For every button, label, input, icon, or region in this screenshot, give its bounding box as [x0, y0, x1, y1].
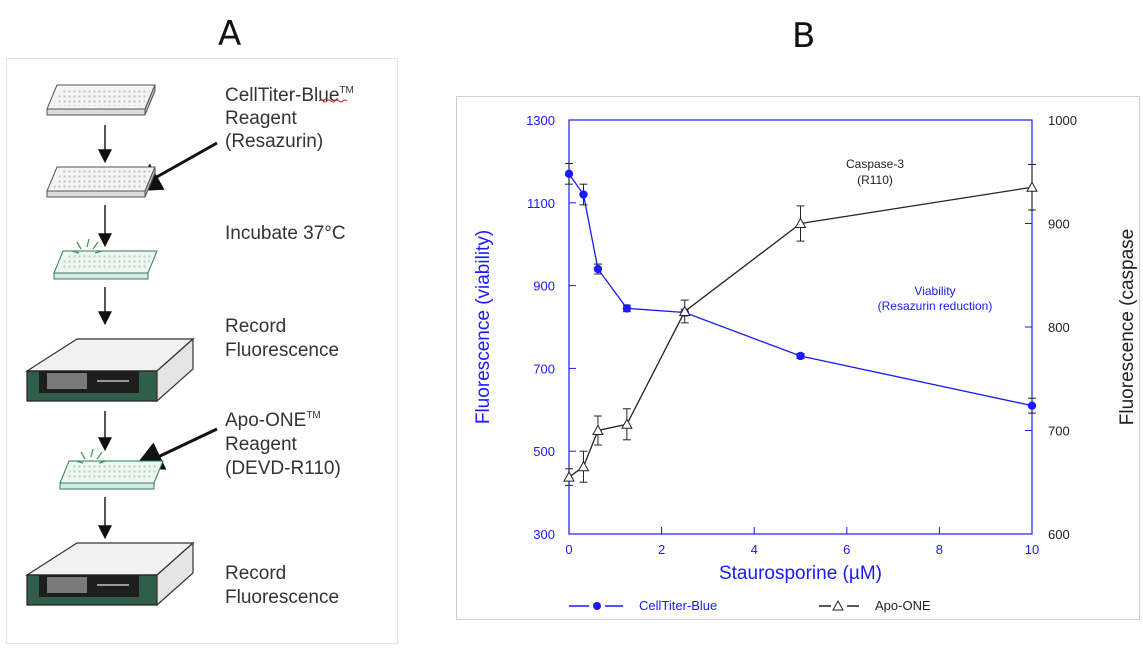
- panel-b-letter: B: [792, 16, 816, 56]
- reagent-arrow: [132, 427, 218, 470]
- x-tick-label: 8: [936, 542, 943, 557]
- y-left-tick-label: 700: [533, 361, 555, 376]
- step-record-2-line1: Record: [225, 563, 286, 584]
- caspase-data-point: [563, 471, 575, 482]
- y-right-tick-label: 900: [1048, 217, 1070, 232]
- workflow-panel: CellTiter-BlueTM Reagent (Resazurin) Inc…: [6, 58, 398, 644]
- legend-item-apo-one: Apo-ONE: [875, 598, 931, 613]
- chart-legend: CellTiter-Blue Apo-ONE: [569, 598, 931, 613]
- step-record-1-line2: Fluorescence: [225, 340, 339, 361]
- viability-data-point: [564, 169, 574, 179]
- caspase-annotation-line1: Caspase-3: [846, 157, 904, 171]
- x-tick-label: 6: [843, 542, 850, 557]
- chart-panel: 0 2 4 6 8 10 300 500 700 900 1100 1300 600 700 800 900 1…: [456, 96, 1140, 620]
- y-right-tick-label: 800: [1048, 320, 1070, 335]
- caspase-data-point: [592, 424, 604, 435]
- plate-reader-icon: [24, 337, 195, 403]
- fluorescent-plate-icon: [53, 238, 158, 280]
- y-left-tick-label: 900: [533, 279, 555, 294]
- step-reagent-2-label: Reagent: [225, 434, 298, 455]
- caspase-data-point: [1026, 181, 1038, 192]
- x-tick-label: 0: [565, 542, 572, 557]
- series-layer: [563, 162, 1038, 486]
- viability-data-point: [622, 304, 632, 313]
- microplate-icon: [46, 166, 156, 198]
- step-record-1-line1: Record: [225, 316, 286, 337]
- y-left-tick-label: 1100: [527, 196, 555, 211]
- caspase-data-point: [678, 305, 691, 316]
- step-record-2-line2: Fluorescence: [225, 587, 339, 608]
- y-right-tick-label: 600: [1048, 527, 1070, 542]
- y-left-tick-label: 500: [533, 444, 555, 459]
- chart-axes: [568, 119, 1033, 535]
- dual-axis-chart: 0 2 4 6 8 10 300 500 700 900 1100 1300 600 700 800 900 1…: [473, 113, 1138, 613]
- y-left-tick-label: 300: [533, 527, 555, 542]
- caspase-data-point: [794, 217, 807, 228]
- plate-reader-icon: [24, 541, 195, 607]
- viability-annotation-line1: Viability: [914, 284, 955, 298]
- step-reagent-2-compound: (DEVD-R110): [225, 458, 341, 479]
- legend-item-celltiter-blue: CellTiter-Blue: [639, 598, 717, 613]
- caspase-data-point: [621, 418, 633, 429]
- legend-marker-circle: [593, 602, 601, 610]
- step-reagent-2-name: Apo-ONETM: [225, 410, 321, 431]
- step-incubate: Incubate 37°C: [225, 223, 346, 244]
- y-right-tick-label: 1000: [1048, 113, 1077, 128]
- viability-data-point: [579, 190, 588, 199]
- y-left-tick-label: 1300: [526, 113, 555, 128]
- panel-a-letter: A: [218, 14, 242, 54]
- x-axis-label: Staurosporine (µM): [719, 563, 882, 584]
- caspase-data-point: [577, 460, 590, 472]
- step-reagent-1-name: CellTiter-BlueTM: [225, 85, 354, 106]
- microplate-icon: [46, 84, 156, 116]
- y-axis-left-label: Fluorescence (viability): [473, 230, 494, 424]
- caspase-annotation-line2: (R110): [857, 173, 893, 187]
- viability-annotation-line2: (Resazurin reduction): [878, 299, 993, 313]
- plot-frame: [568, 119, 1033, 535]
- x-tick-label: 4: [751, 542, 758, 557]
- step-reagent-1-label: Reagent: [225, 108, 298, 129]
- y-right-tick-label: 700: [1048, 424, 1070, 439]
- fluorescent-plate-icon: [59, 448, 164, 490]
- viability-data-point: [593, 264, 603, 274]
- viability-data-point: [796, 351, 805, 361]
- x-tick-label: 10: [1025, 542, 1039, 557]
- y-axis-right-label: Fluorescence (caspase: [1117, 229, 1138, 425]
- legend-marker-triangle: [832, 599, 844, 611]
- x-tick-label: 2: [658, 542, 665, 557]
- axis-ticks: 0 2 4 6 8 10 300 500 700 900 1100 1300 600 700 800 900 1…: [526, 113, 1077, 557]
- workflow-diagram: CellTiter-BlueTM Reagent (Resazurin) Inc…: [24, 84, 354, 608]
- viability-data-point: [1027, 401, 1037, 410]
- step-reagent-1-compound: (Resazurin): [225, 131, 323, 152]
